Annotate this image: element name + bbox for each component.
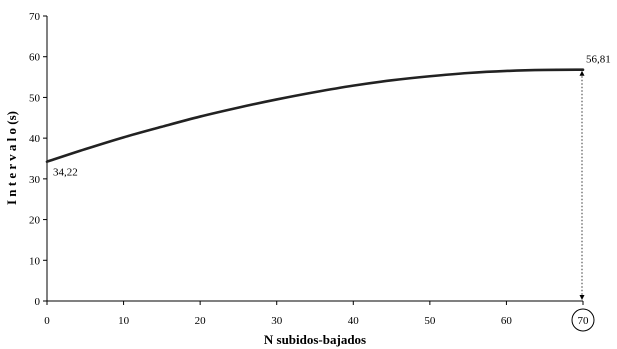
start-value-label: 34,22 — [53, 167, 78, 179]
axes — [46, 16, 583, 302]
series — [45, 68, 585, 163]
end-value-label: 56,81 — [586, 54, 611, 66]
y-axis-title: I n t e r v a l o (s) — [4, 111, 19, 205]
y-tick-label: 70 — [29, 11, 41, 23]
x-tick-label: 40 — [348, 315, 360, 327]
x-tick-label: 20 — [195, 315, 207, 327]
y-tick-label: 60 — [29, 52, 41, 64]
arrow-head-down — [579, 295, 585, 300]
x-tick-label: 60 — [501, 315, 513, 327]
series-line — [45, 68, 585, 163]
x-tick-label: 30 — [271, 315, 283, 327]
x-tick-label: 0 — [44, 315, 50, 327]
x-tick-label: 50 — [424, 315, 436, 327]
y-tick-label: 30 — [29, 174, 41, 186]
y-tick-label: 50 — [29, 92, 41, 104]
annotations: 34,22 56,81 — [53, 54, 611, 332]
x-tick-label: 10 — [118, 315, 130, 327]
y-tick-label: 40 — [29, 133, 41, 145]
y-tick-label: 0 — [35, 296, 41, 308]
y-tick-label: 20 — [29, 215, 41, 227]
x-tick-label: 70 — [578, 315, 590, 327]
arrow-head-up — [579, 70, 585, 76]
ticks: 0 10 20 30 40 50 60 70 0 10 20 30 40 50 60 70 — [29, 11, 589, 327]
circled-tick-marker — [571, 308, 595, 332]
y-tick-label: 10 — [29, 255, 41, 267]
x-axis-title: N subidos-bajados — [264, 332, 366, 347]
